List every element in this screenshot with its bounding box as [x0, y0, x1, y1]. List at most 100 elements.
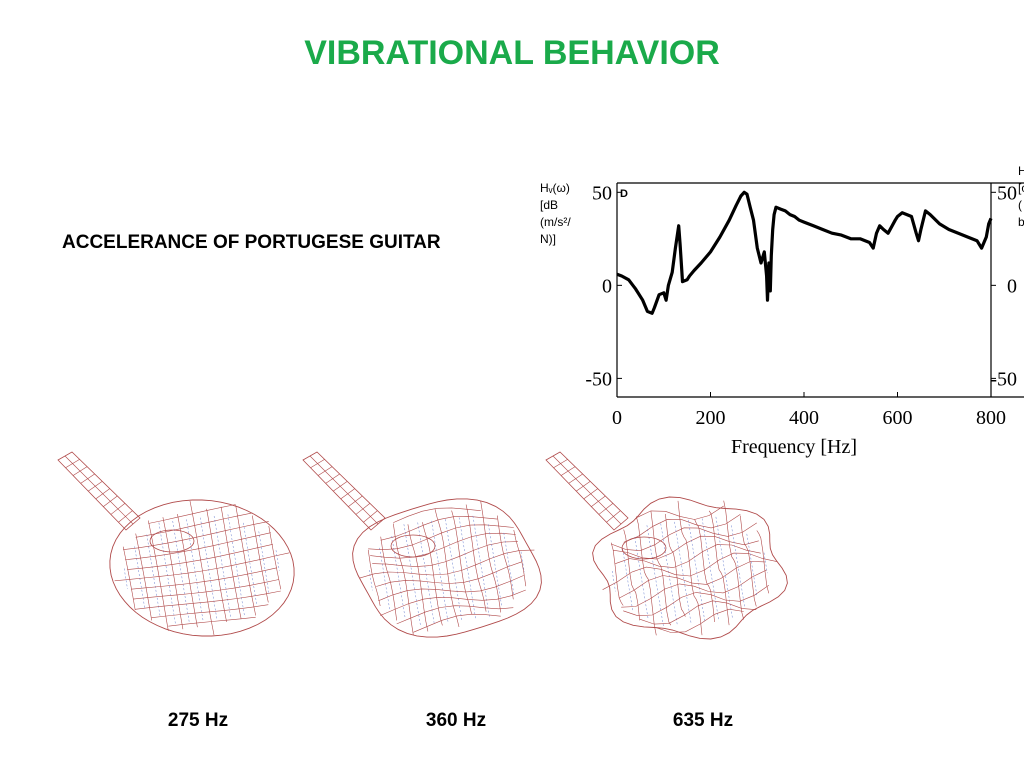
mesh-line-red [610, 542, 624, 606]
mesh-line-red [135, 512, 253, 538]
mesh-line-red [480, 501, 501, 613]
mode-label-635: 635 Hz [672, 710, 734, 731]
x-tick-label-800: 800 [976, 407, 1006, 429]
y-tick-label--50: -50 [585, 368, 612, 390]
mesh-line-red [708, 510, 730, 626]
mesh-line-blue [688, 520, 706, 623]
mesh-line-blue [146, 534, 161, 617]
panel-label: D [620, 188, 628, 200]
mesh-line-blue [763, 552, 768, 574]
mesh-line-blue [213, 515, 232, 619]
mesh-line-blue [243, 522, 257, 605]
mesh-line-red [114, 552, 290, 582]
mesh-line-blue [123, 568, 128, 589]
neck-center-line [552, 455, 622, 525]
mode-label-275: 275 Hz [167, 710, 229, 731]
y-tick-label-50: 50 [592, 182, 612, 204]
right-label-line1: H [1018, 164, 1024, 178]
mesh-line-red [372, 541, 518, 567]
sound-hole [149, 529, 195, 553]
slide-title: VIBRATIONAL BEHAVIOR [304, 34, 720, 72]
mesh-line-blue [472, 515, 490, 618]
mesh-line-blue [520, 551, 525, 573]
x-tick-label-400: 400 [789, 407, 819, 429]
mesh-line-blue [731, 525, 745, 608]
mode-shape-635 [545, 451, 788, 640]
mesh-line-blue [158, 522, 176, 625]
mesh-line-blue [445, 519, 463, 622]
mesh-line-red [422, 522, 443, 626]
mesh-line-red [636, 505, 724, 520]
mesh-line-red [665, 513, 686, 617]
mesh-line-red [393, 507, 481, 523]
mesh-line-blue [715, 516, 733, 619]
body-outline [109, 499, 295, 637]
y-axis-label-line3: (m/s²/ [540, 215, 571, 229]
mesh-line-red [206, 508, 227, 622]
mesh-line-red [434, 509, 460, 627]
mesh-line-red [125, 532, 271, 561]
mesh-line-red [656, 608, 744, 633]
y-axis-label: Hᵥ(ω) [dB (m/s²/ N)] [540, 180, 571, 248]
mesh-line-red [513, 529, 527, 587]
mesh-line-blue [368, 569, 373, 591]
mesh-line-red [359, 549, 535, 579]
mesh-line-red [677, 500, 703, 636]
y-tick-label-0: 0 [602, 275, 612, 297]
mesh-line-blue [172, 520, 190, 624]
x-axis-label: Frequency [Hz] [731, 436, 857, 458]
mesh-line-red [413, 613, 501, 633]
mesh-line-blue [701, 518, 720, 621]
right-label-line2: [c [1018, 181, 1024, 195]
mesh-line-blue [488, 524, 502, 607]
mesh-line-red [135, 533, 152, 621]
mesh-line-red [380, 515, 498, 541]
mesh-line-blue [391, 536, 406, 618]
sound-hole [621, 536, 667, 560]
mesh-line-blue [403, 524, 421, 627]
x-tick-label-0: 0 [612, 407, 622, 429]
sound-hole [390, 534, 436, 558]
series-line [616, 190, 993, 315]
mesh-line-blue [660, 523, 678, 626]
mesh-line-red [380, 589, 526, 616]
neck-outline [545, 451, 629, 531]
neck-center-line [64, 455, 134, 525]
mesh-line-blue [275, 550, 280, 571]
mesh-line-red [168, 616, 256, 627]
mesh-line-red [135, 590, 281, 610]
mode-label-360: 360 Hz [425, 710, 487, 731]
mesh-line-red [177, 514, 198, 628]
mesh-line-red [367, 549, 381, 607]
mesh-line-red [133, 579, 279, 600]
mesh-line-red [378, 575, 524, 602]
mesh-line-red [368, 524, 514, 551]
mesh-line-red [451, 510, 472, 614]
y-tick-label-right--50: -50 [990, 368, 1017, 390]
mesh-line-red [639, 600, 757, 625]
mesh-line-red [619, 561, 765, 599]
mesh-line-red [252, 515, 269, 603]
mesh-line-red [756, 530, 770, 594]
y-axis-label-line1: Hᵥ(ω) [540, 181, 570, 195]
mesh-line-blue [431, 520, 449, 623]
mesh-line-red [602, 552, 778, 590]
mesh-line-red [393, 523, 414, 635]
mesh-line-blue [227, 514, 245, 617]
mesh-line-red [151, 604, 269, 618]
neck-center-line [309, 455, 379, 525]
mesh-line-blue [458, 517, 477, 620]
mesh-line-red [740, 515, 757, 607]
mesh-line-red [613, 535, 759, 560]
mesh-line-red [621, 569, 767, 608]
mesh-line-red [268, 525, 282, 590]
mesh-line-blue [611, 570, 616, 592]
mesh-line-red [396, 605, 514, 625]
mesh-line-red [370, 532, 516, 559]
right-clipped-label: H [c ( b [1018, 163, 1024, 231]
x-tick-label-600: 600 [883, 407, 913, 429]
mesh-line-red [127, 544, 273, 570]
mesh-line-red [497, 515, 514, 600]
mesh-line-blue [200, 517, 218, 620]
